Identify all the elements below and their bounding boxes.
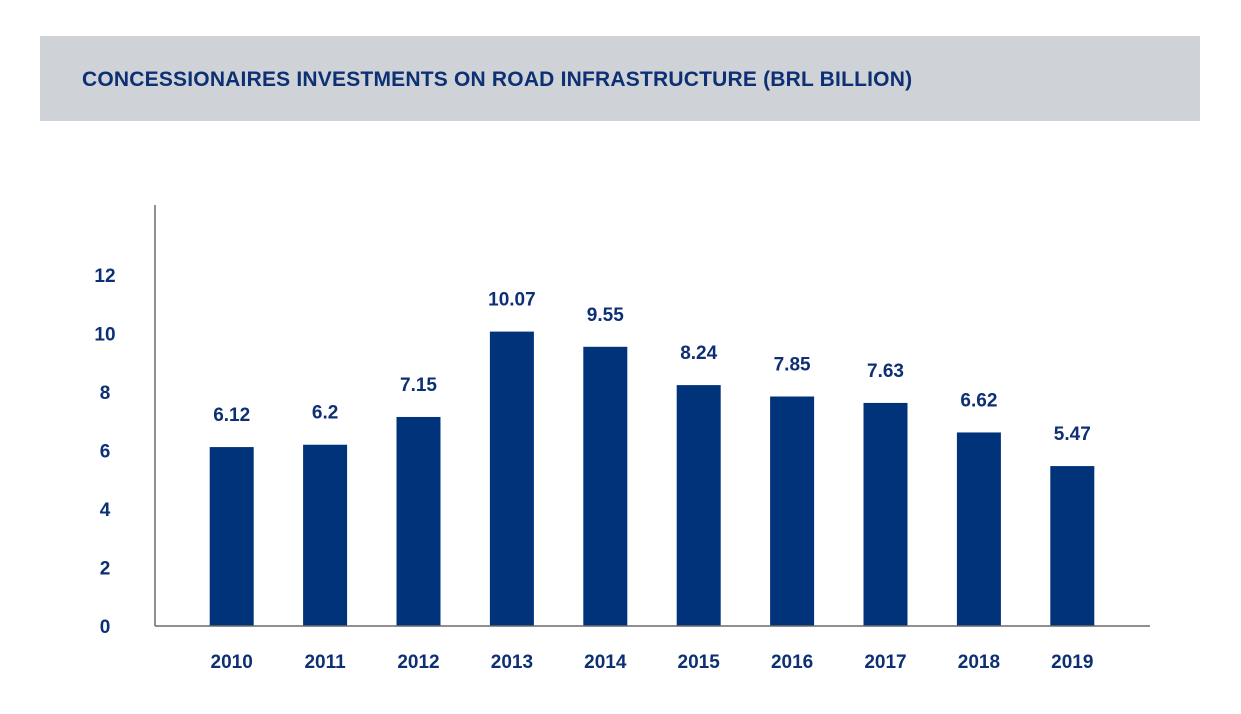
y-tick-label-4: 4 xyxy=(100,500,111,521)
value-label-2017: 7.63 xyxy=(867,361,904,382)
value-label-2011: 6.2 xyxy=(312,403,338,424)
x-tick-label-2017: 2017 xyxy=(864,652,906,673)
bar-2019 xyxy=(1050,466,1095,626)
x-tick-label-2014: 2014 xyxy=(584,652,627,673)
value-label-2013: 10.07 xyxy=(488,290,536,311)
value-label-2016: 7.85 xyxy=(774,354,811,375)
y-tick-label-10: 10 xyxy=(94,325,115,346)
bar-2012 xyxy=(396,416,441,626)
title-band: CONCESSIONAIRES INVESTMENTS ON ROAD INFR… xyxy=(40,36,1200,121)
x-tick-label-2018: 2018 xyxy=(958,652,1000,673)
value-label-2012: 7.15 xyxy=(400,375,437,396)
value-label-2019: 5.47 xyxy=(1054,424,1091,445)
bar-2010 xyxy=(209,447,254,626)
y-tick-label-0: 0 xyxy=(100,617,111,638)
bar-2015 xyxy=(676,385,721,626)
y-tick-label-12: 12 xyxy=(94,266,115,287)
x-tick-label-2019: 2019 xyxy=(1051,652,1093,673)
value-labels-group: 6.12 6.2 7.15 10.07 9.55 8.24 7.85 7.63 6.62 5.47 xyxy=(213,290,1091,445)
y-tick-label-8: 8 xyxy=(100,383,111,404)
bar-2011 xyxy=(303,444,348,626)
bar-2017 xyxy=(863,402,908,626)
y-axis-ticks: 0 2 4 6 8 10 12 xyxy=(94,266,115,638)
value-label-2015: 8.24 xyxy=(680,343,717,364)
x-tick-label-2012: 2012 xyxy=(397,652,439,673)
bars-group xyxy=(209,331,1095,626)
x-tick-label-2015: 2015 xyxy=(678,652,721,673)
x-axis-labels: 2010 2011 2012 2013 2014 2015 2016 2017 2018 2019 xyxy=(211,652,1094,673)
y-tick-label-2: 2 xyxy=(100,559,111,580)
value-label-2010: 6.12 xyxy=(213,405,250,426)
bar-2018 xyxy=(956,432,1001,626)
value-label-2014: 9.55 xyxy=(587,305,624,326)
y-tick-label-6: 6 xyxy=(100,442,111,463)
x-tick-label-2016: 2016 xyxy=(771,652,813,673)
bar-2013 xyxy=(489,331,534,626)
x-tick-label-2010: 2010 xyxy=(211,652,253,673)
bar-2014 xyxy=(583,346,628,626)
x-tick-label-2013: 2013 xyxy=(491,652,533,673)
bar-2016 xyxy=(770,396,815,626)
value-label-2018: 6.62 xyxy=(960,390,997,411)
chart-title: CONCESSIONAIRES INVESTMENTS ON ROAD INFR… xyxy=(82,68,913,91)
x-tick-label-2011: 2011 xyxy=(304,652,346,673)
